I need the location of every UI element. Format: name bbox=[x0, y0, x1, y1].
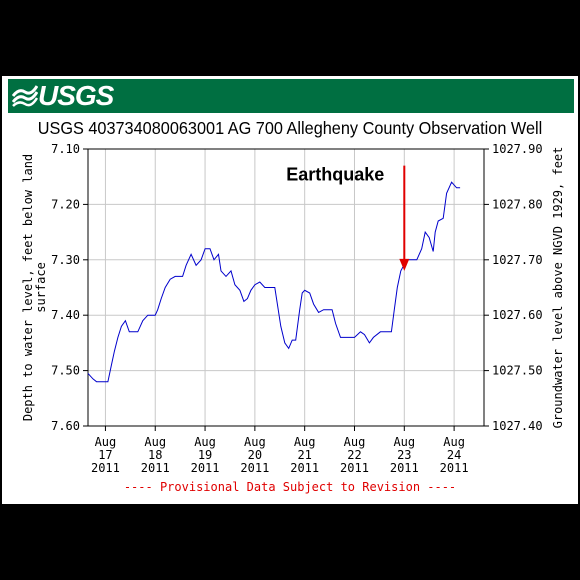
x-tick-label-month: Aug bbox=[294, 435, 316, 449]
x-tick-label-day: 17 bbox=[98, 448, 112, 462]
provisional-note: ---- Provisional Data Subject to Revisio… bbox=[123, 480, 457, 494]
y-tick-label-left: 7.50 bbox=[51, 364, 80, 378]
earthquake-arrow-head bbox=[399, 258, 410, 271]
x-tick-label-day: 23 bbox=[397, 448, 411, 462]
y-tick-label-right: 1027.40 bbox=[492, 419, 543, 433]
x-tick-label-year: 2011 bbox=[191, 461, 220, 475]
y-axis-title-left-line2: surface bbox=[34, 262, 48, 313]
x-tick-label-year: 2011 bbox=[141, 461, 170, 475]
x-tick-label-month: Aug bbox=[144, 435, 166, 449]
x-tick-label-year: 2011 bbox=[290, 461, 319, 475]
x-tick-label-month: Aug bbox=[194, 435, 216, 449]
y-tick-label-left: 7.20 bbox=[51, 197, 80, 211]
y-axis-title-left: Depth to water level, feet below land bbox=[21, 154, 35, 421]
usgs-logo-text: USGS bbox=[38, 80, 114, 111]
y-tick-label-left: 7.40 bbox=[51, 308, 80, 322]
x-tick-label-year: 2011 bbox=[91, 461, 120, 475]
y-tick-label-left: 7.10 bbox=[51, 142, 80, 156]
x-tick-label-day: 22 bbox=[347, 448, 361, 462]
y-tick-label-left: 7.60 bbox=[51, 419, 80, 433]
x-tick-label-year: 2011 bbox=[440, 461, 469, 475]
x-tick-label-day: 21 bbox=[297, 448, 311, 462]
usgs-banner: USGS bbox=[8, 79, 574, 113]
x-tick-label-year: 2011 bbox=[340, 461, 369, 475]
earthquake-annotation-label: Earthquake bbox=[286, 165, 384, 185]
y-axis-title-right: Groundwater level above NGVD 1929, feet bbox=[551, 147, 565, 429]
x-tick-label-month: Aug bbox=[443, 435, 465, 449]
water-level-series-line bbox=[87, 181, 461, 383]
chart-panel: USGS USGS 403734080063001 AG 700 Alleghe… bbox=[2, 76, 578, 504]
x-tick-label-day: 20 bbox=[248, 448, 262, 462]
x-tick-label-month: Aug bbox=[344, 435, 366, 449]
y-tick-label-right: 1027.50 bbox=[492, 364, 543, 378]
y-tick-label-right: 1027.80 bbox=[492, 197, 543, 211]
y-tick-label-left: 7.30 bbox=[51, 253, 80, 267]
x-tick-label-month: Aug bbox=[393, 435, 415, 449]
x-tick-label-day: 24 bbox=[447, 448, 461, 462]
plot-frame bbox=[87, 148, 485, 427]
x-tick-label-month: Aug bbox=[95, 435, 117, 449]
y-tick-label-right: 1027.60 bbox=[492, 308, 543, 322]
chart-title: USGS 403734080063001 AG 700 Allegheny Co… bbox=[37, 118, 543, 138]
x-tick-label-year: 2011 bbox=[240, 461, 269, 475]
y-tick-label-right: 1027.70 bbox=[492, 253, 543, 267]
x-tick-label-year: 2011 bbox=[390, 461, 419, 475]
x-tick-label-day: 19 bbox=[198, 448, 212, 462]
chart-svg: 7.10 7.20 7.30 7.40 7.50 7.60 1027.90 1027.80 10… bbox=[21, 142, 565, 475]
x-tick-label-day: 18 bbox=[148, 448, 162, 462]
usgs-wave-icon bbox=[12, 85, 38, 107]
x-tick-label-month: Aug bbox=[244, 435, 266, 449]
y-tick-label-right: 1027.90 bbox=[492, 142, 543, 156]
